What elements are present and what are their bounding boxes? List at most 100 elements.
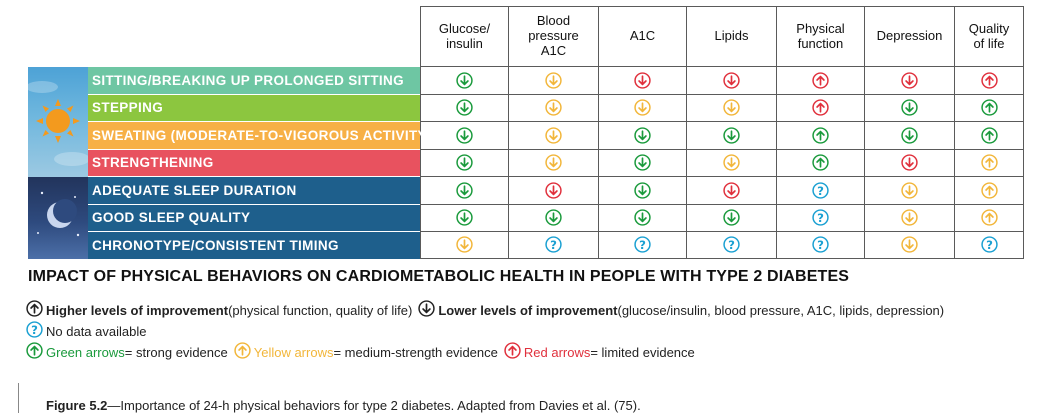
arrow-up-circle-icon xyxy=(980,99,998,116)
matrix-cell xyxy=(508,148,598,176)
arrow-down-circle-icon xyxy=(723,127,740,144)
matrix-cell xyxy=(686,203,776,231)
moon-icon xyxy=(37,191,80,237)
arrow-down-circle-icon xyxy=(723,99,740,116)
legend-lower-label: Lower levels of improvement xyxy=(438,302,618,318)
matrix-cell xyxy=(864,93,954,121)
caption-rule xyxy=(18,383,19,413)
matrix-cell xyxy=(598,176,686,204)
row-label: SWEATING (MODERATE-TO-VIGOROUS ACTIVITY) xyxy=(28,121,431,149)
question-circle-icon: ? xyxy=(812,182,829,199)
question-circle-icon: ? xyxy=(980,236,998,253)
arrow-up-circle-icon xyxy=(812,99,829,116)
matrix-cell xyxy=(954,66,1024,94)
svg-text:?: ? xyxy=(639,238,646,252)
row-label: ADEQUATE SLEEP DURATION xyxy=(28,176,420,204)
arrow-down-circle-icon xyxy=(456,127,473,144)
sun-icon xyxy=(26,81,90,166)
matrix-cell xyxy=(420,148,508,176)
matrix-cell xyxy=(420,203,508,231)
arrow-down-circle-icon xyxy=(456,72,473,89)
figure-title: IMPACT OF PHYSICAL BEHAVIORS ON CARDIOME… xyxy=(28,268,850,285)
matrix-cell xyxy=(864,176,954,204)
matrix-cell xyxy=(598,148,686,176)
matrix-cell xyxy=(420,121,508,149)
arrow-down-circle-icon xyxy=(545,99,562,116)
column-header-glucose-insulin: Glucose/ insulin xyxy=(420,6,508,66)
row-label: STEPPING xyxy=(28,93,420,121)
arrow-down-circle-icon xyxy=(723,209,740,226)
matrix-cell: ? xyxy=(776,176,864,204)
arrow-up-circle-icon xyxy=(980,182,998,199)
row-label: STRENGTHENING xyxy=(28,148,420,176)
arrow-down-circle-icon xyxy=(634,154,651,171)
legend-yellow-detail: = medium-strength evidence xyxy=(333,344,498,360)
caption-label: Figure 5.2 xyxy=(46,398,108,413)
arrow-down-circle-icon xyxy=(456,99,473,116)
arrow-up-circle-icon xyxy=(980,127,998,144)
matrix-cell xyxy=(864,203,954,231)
matrix-cell xyxy=(686,121,776,149)
matrix-cell xyxy=(508,121,598,149)
matrix-cell xyxy=(776,121,864,149)
matrix-cell: ? xyxy=(598,231,686,259)
arrow-up-circle-icon xyxy=(812,72,829,89)
matrix-cell xyxy=(954,121,1024,149)
arrow-down-circle-icon xyxy=(723,72,740,89)
svg-text:?: ? xyxy=(728,238,735,252)
legend-evidence-line: Green arrows = strong evidence Yellow ar… xyxy=(26,342,695,362)
matrix-cell xyxy=(864,148,954,176)
arrow-down-circle-icon xyxy=(901,72,918,89)
matrix-cell xyxy=(420,93,508,121)
matrix-cell xyxy=(508,93,598,121)
svg-text:?: ? xyxy=(986,238,993,252)
matrix-cell xyxy=(864,231,954,259)
column-header-depression: Depression xyxy=(864,6,954,66)
figure-caption: Figure 5.2—Importance of 24-h physical b… xyxy=(46,398,641,413)
matrix-cell xyxy=(864,121,954,149)
question-circle-icon: ? xyxy=(723,236,740,253)
matrix-cell xyxy=(598,66,686,94)
svg-text:?: ? xyxy=(817,184,824,198)
matrix-cell: ? xyxy=(954,231,1024,259)
matrix-cell: ? xyxy=(776,203,864,231)
matrix-cell xyxy=(954,176,1024,204)
daytime-panel xyxy=(26,67,90,177)
svg-text:?: ? xyxy=(550,238,557,252)
matrix-cell xyxy=(420,231,508,259)
arrow-down-circle-icon xyxy=(634,209,651,226)
legend-improvement-line: Higher levels of improvement (physical f… xyxy=(26,300,944,320)
arrow-up-circle-icon xyxy=(980,209,998,226)
arrow-down-circle-icon xyxy=(456,154,473,171)
arrow-down-circle-icon xyxy=(634,72,651,89)
legend-no-data-label: No data available xyxy=(46,323,147,339)
arrow-up-circle-icon xyxy=(980,72,998,89)
row-label: GOOD SLEEP QUALITY xyxy=(28,203,420,231)
arrow-down-circle-icon xyxy=(545,182,562,199)
legend-higher-label: Higher levels of improvement xyxy=(46,302,229,318)
matrix-cell xyxy=(686,148,776,176)
legend-red-label: Red arrows xyxy=(523,344,591,360)
matrix-cell xyxy=(508,176,598,204)
arrow-down-circle-icon xyxy=(723,182,740,199)
matrix-cell xyxy=(954,148,1024,176)
matrix-cell xyxy=(776,93,864,121)
behavior-matrix: Glucose/ insulin Blood pressure A1C A1C … xyxy=(28,6,1024,259)
arrow-up-circle-icon xyxy=(812,127,829,144)
legend-red-detail: = limited evidence xyxy=(590,344,695,360)
row-label: SITTING/BREAKING UP PROLONGED SITTING xyxy=(28,66,420,94)
svg-text:?: ? xyxy=(31,323,38,337)
matrix-cell xyxy=(686,176,776,204)
matrix-cell xyxy=(508,66,598,94)
column-header-physical-function: Physical function xyxy=(776,6,864,66)
arrow-down-circle-icon xyxy=(545,127,562,144)
arrow-down-circle-icon xyxy=(901,127,918,144)
matrix-cell xyxy=(420,176,508,204)
arrow-up-circle-icon xyxy=(26,342,46,362)
column-header-a1c: A1C xyxy=(598,6,686,66)
arrow-up-circle-icon xyxy=(504,342,524,362)
question-circle-icon: ? xyxy=(634,236,651,253)
legend-yellow-label: Yellow arrows xyxy=(253,344,334,360)
question-circle-icon: ? xyxy=(812,209,829,226)
arrow-up-circle-icon xyxy=(812,154,829,171)
